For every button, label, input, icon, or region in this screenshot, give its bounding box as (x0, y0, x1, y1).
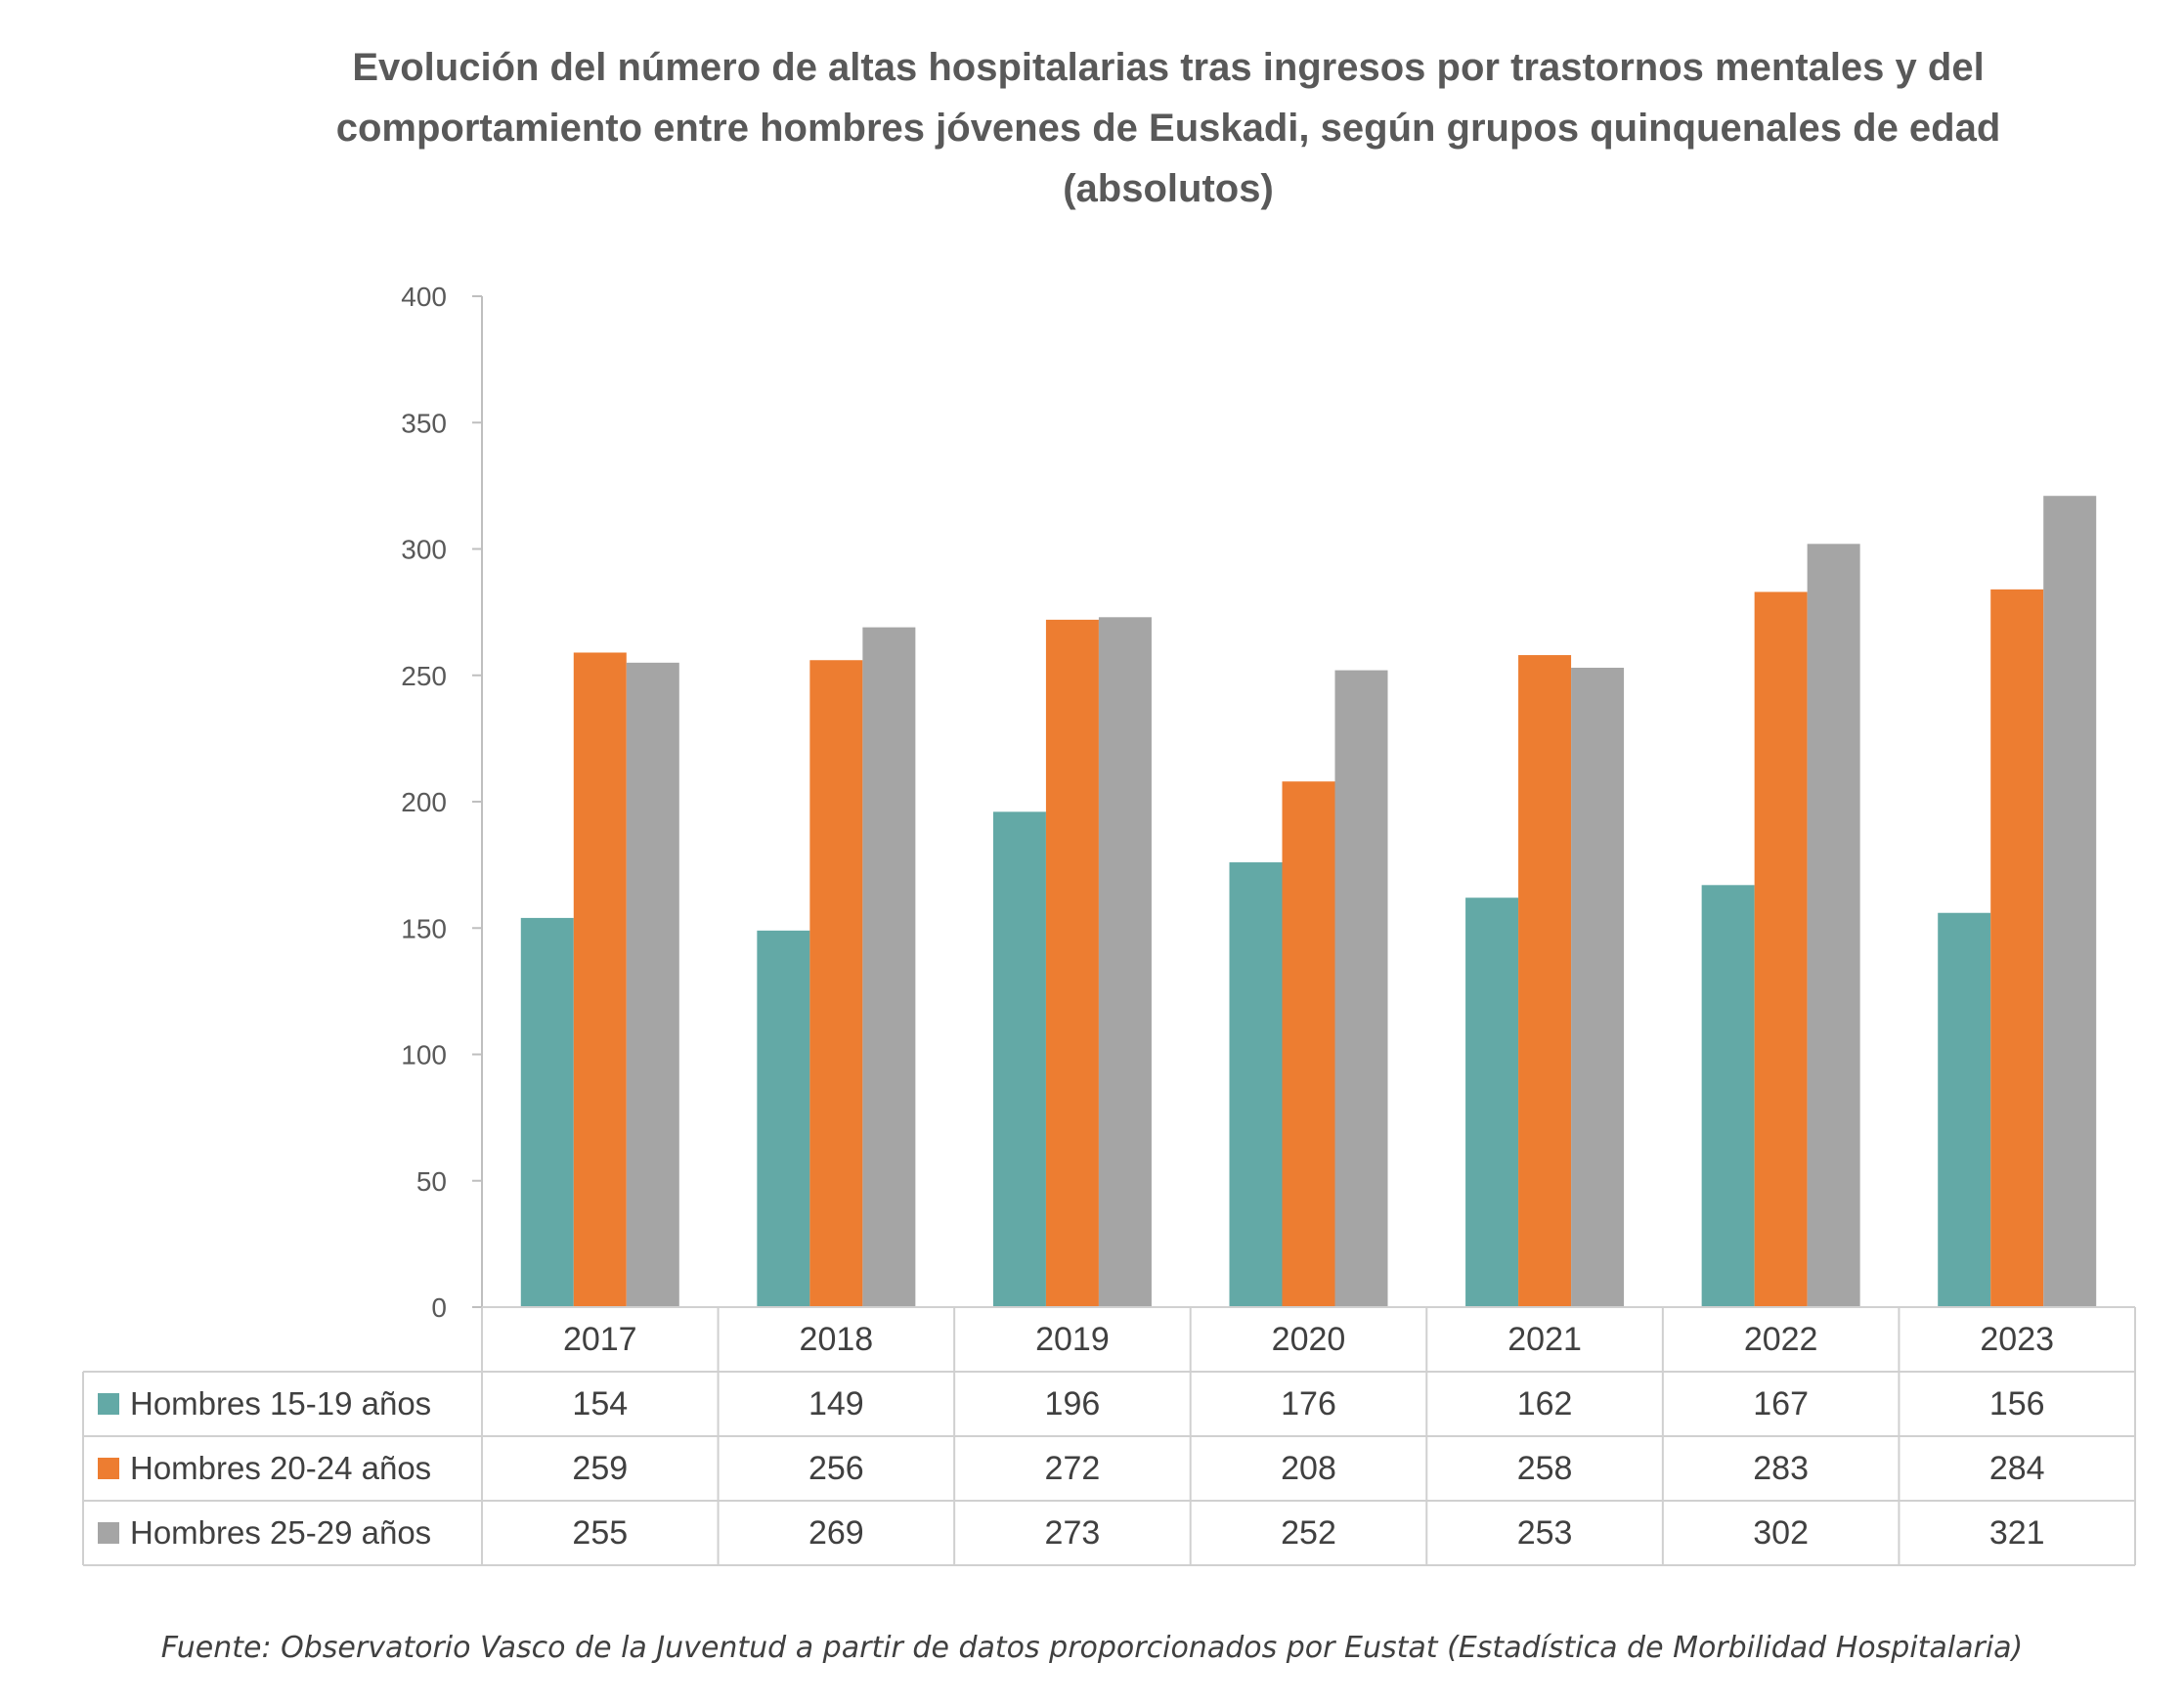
bar (1938, 912, 1991, 1307)
data-label: 149 (808, 1385, 864, 1422)
bar (1045, 619, 1099, 1307)
bar (1701, 885, 1755, 1307)
bar (1518, 655, 1572, 1307)
x-tick-label: 2020 (1272, 1321, 1346, 1358)
y-tick-label: 350 (401, 408, 447, 438)
x-tick-label: 2019 (1035, 1321, 1110, 1358)
x-tick-label: 2017 (563, 1321, 637, 1358)
data-table: 2017 2018 2019 2020 2021 2022 2023 Hombres 15-1… (82, 1306, 2136, 1566)
data-label: 259 (572, 1450, 628, 1487)
data-label: 283 (1753, 1450, 1809, 1487)
data-label: 154 (572, 1385, 628, 1422)
legend-label: Hombres 15-19 años (130, 1385, 431, 1422)
bar (1229, 862, 1283, 1307)
legend-label: Hombres 20-24 años (130, 1450, 431, 1486)
y-tick-label: 250 (401, 661, 447, 691)
data-label: 302 (1753, 1514, 1809, 1552)
data-label: 162 (1517, 1385, 1573, 1422)
bar (1754, 591, 1808, 1307)
x-tick-label: 2023 (1980, 1321, 2054, 1358)
bar (1098, 617, 1152, 1307)
data-label: 252 (1281, 1514, 1336, 1552)
bar (626, 662, 679, 1307)
bar (992, 811, 1046, 1307)
bars (520, 496, 2097, 1308)
legend-label: Hombres 25-29 años (130, 1514, 431, 1551)
x-tick-label: 2022 (1744, 1321, 1818, 1358)
y-tick-label: 50 (416, 1166, 447, 1197)
y-tick-label: 0 (431, 1292, 447, 1323)
y-tick-label: 300 (401, 535, 447, 565)
y-tick-label: 200 (401, 787, 447, 817)
data-label: 256 (808, 1450, 864, 1487)
data-label: 269 (808, 1514, 864, 1552)
bar (757, 930, 810, 1307)
legend-swatch (98, 1458, 119, 1479)
x-tick-label: 2021 (1507, 1321, 1582, 1358)
data-label: 156 (1989, 1385, 2045, 1422)
x-tick-label: 2018 (800, 1321, 874, 1358)
y-tick-label: 400 (401, 282, 447, 312)
data-label: 208 (1281, 1450, 1336, 1487)
bar (1334, 670, 1388, 1307)
bar (1990, 589, 2044, 1307)
data-label: 196 (1045, 1385, 1101, 1422)
y-axis: 0 50 100 150 200 250 300 350 400 (401, 282, 483, 1323)
bar (1571, 667, 1625, 1307)
data-label: 167 (1753, 1385, 1809, 1422)
data-label: 284 (1989, 1450, 2045, 1487)
bar (520, 917, 574, 1307)
data-label: 176 (1281, 1385, 1336, 1422)
bar (809, 660, 863, 1307)
chart-title: Evolución del número de altas hospitalar… (335, 46, 2001, 210)
data-label: 255 (572, 1514, 628, 1552)
bar (573, 652, 627, 1307)
data-label: 258 (1517, 1450, 1573, 1487)
bar (1465, 897, 1519, 1307)
bar (1282, 781, 1335, 1307)
legend-swatch (98, 1393, 119, 1415)
data-label: 272 (1045, 1450, 1101, 1487)
bar (2043, 496, 2097, 1308)
y-tick-label: 100 (401, 1040, 447, 1071)
bar (862, 627, 916, 1307)
legend-swatch (98, 1522, 119, 1544)
data-label: 321 (1989, 1514, 2045, 1552)
source-note: Fuente: Observatorio Vasco de la Juventu… (160, 1631, 2024, 1665)
y-tick-label: 150 (401, 913, 447, 943)
data-label: 253 (1517, 1514, 1573, 1552)
bar (1807, 544, 1860, 1307)
data-label: 273 (1045, 1514, 1101, 1552)
